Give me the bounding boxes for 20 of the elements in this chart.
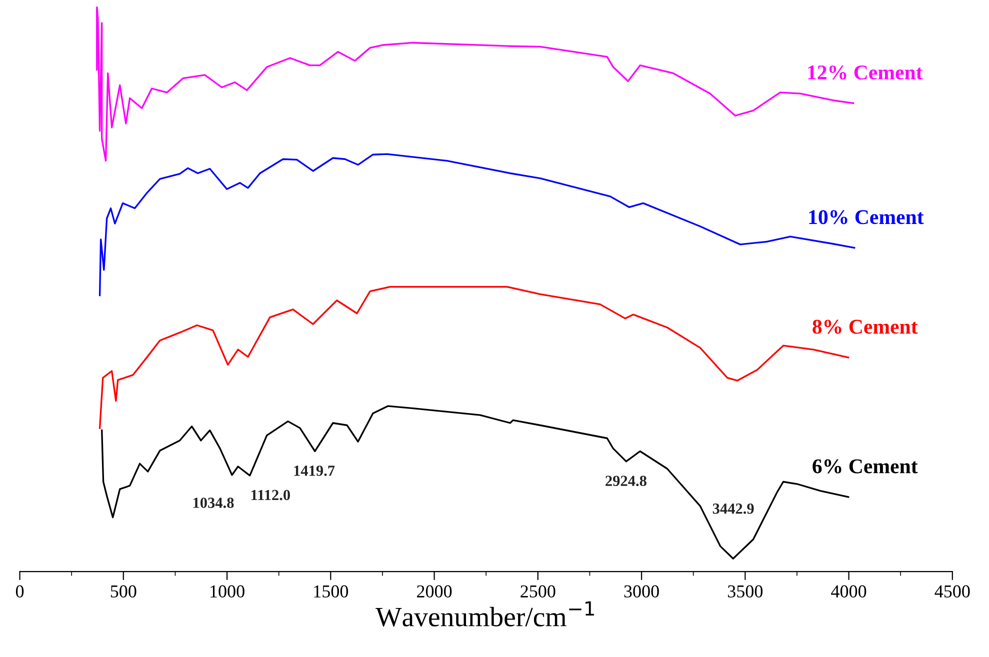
annotation: 1034.8 bbox=[193, 498, 234, 508]
x-tick-label: 1000 bbox=[210, 585, 244, 598]
x-tick-label: 2500 bbox=[520, 585, 556, 598]
x-tick-label: 4000 bbox=[831, 585, 866, 598]
series-label: 6% Cement bbox=[812, 459, 918, 474]
x-tick-label: 0 bbox=[16, 585, 24, 598]
x-tick-label: 1500 bbox=[314, 585, 348, 598]
annotation: 2924.8 bbox=[606, 476, 646, 486]
x-tick-label: 4500 bbox=[934, 585, 970, 598]
annotation: 1112.0 bbox=[251, 490, 290, 500]
x-tick-label: 500 bbox=[110, 585, 136, 598]
x-tick-label: 3500 bbox=[728, 585, 763, 598]
series-label: 8% Cement bbox=[812, 320, 918, 334]
x-tick-label: 2000 bbox=[417, 585, 452, 598]
annotation: 1419.7 bbox=[294, 466, 335, 476]
x-axis-title: Wavenumber/cm$^{−1}$ bbox=[376, 601, 594, 627]
series-label: 12% Cement bbox=[808, 65, 923, 80]
series-label: 10% Cement bbox=[809, 210, 924, 224]
annotation: 3442.9 bbox=[712, 504, 754, 514]
x-tick-label: 3000 bbox=[624, 585, 659, 598]
